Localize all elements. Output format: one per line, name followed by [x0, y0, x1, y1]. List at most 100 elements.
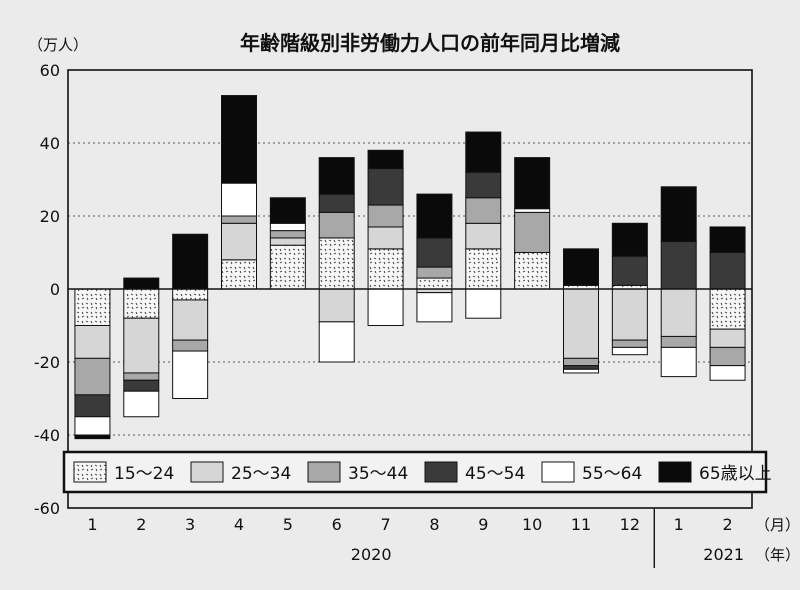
bar-segment	[660, 186, 697, 243]
chart-title: 年齢階級別非労働力人口の前年同月比増減	[240, 31, 620, 55]
bar-segment	[709, 226, 746, 253]
year-axis-unit: （年）	[755, 546, 800, 564]
x-tick-label: 5	[283, 515, 293, 534]
x-tick-label: 10	[522, 515, 542, 534]
x-tick-label: 2	[136, 515, 146, 534]
legend-label: 65歳以上	[699, 464, 772, 484]
bar-segment	[221, 215, 257, 224]
legend-swatch	[541, 461, 575, 483]
bar-segment	[563, 365, 599, 370]
y-axis-unit: （万人）	[28, 36, 88, 54]
bar-segment	[74, 416, 111, 436]
bar-segment	[660, 346, 697, 378]
x-tick-label: 2	[722, 515, 732, 534]
y-tick-label: 60	[40, 61, 60, 80]
y-tick-label: -60	[34, 499, 60, 518]
bar-segment	[660, 241, 697, 290]
bar-segment	[611, 222, 648, 257]
x-tick-label: 7	[380, 515, 390, 534]
bar-segment	[172, 233, 209, 290]
bar-segment	[465, 197, 502, 224]
x-tick-label: 8	[429, 515, 439, 534]
bar-segment	[123, 277, 160, 290]
x-tick-label: 1	[87, 515, 97, 534]
bar-segment	[709, 288, 746, 330]
bar-segment	[416, 193, 453, 239]
bar-segment	[269, 244, 306, 290]
bar-segment	[318, 157, 355, 195]
bar-segment	[514, 157, 551, 210]
bars	[74, 95, 746, 440]
legend-swatch	[190, 461, 224, 483]
bar-segment	[709, 252, 746, 290]
x-tick-label: 9	[478, 515, 488, 534]
y-tick-label: -20	[34, 353, 60, 372]
legend-label: 35～44	[348, 464, 408, 484]
legend: 15～24 25～34 35～44 45～54 55～64 65歳以上	[62, 450, 772, 494]
bar-segment	[709, 328, 746, 348]
bar-segment	[465, 171, 502, 199]
axes	[67, 69, 753, 509]
legend-label: 45～54	[465, 464, 525, 484]
bar-segment	[563, 368, 599, 374]
bar-segment	[318, 237, 355, 290]
bar-segment	[416, 277, 453, 290]
legend-box	[62, 450, 768, 494]
bar-segment	[74, 325, 111, 359]
bar-segment	[465, 131, 502, 173]
bar-segment	[123, 288, 160, 319]
bar-segment	[269, 237, 306, 246]
bar-segment	[367, 288, 404, 326]
x-tick-label: 4	[234, 515, 244, 534]
bar-segment	[74, 357, 111, 396]
bar-segment	[367, 226, 404, 250]
bar-segment	[465, 222, 502, 250]
legend-swatch	[307, 461, 341, 483]
y-tick-label: -40	[34, 426, 60, 445]
bar-segment	[367, 149, 404, 170]
bar-segment	[514, 252, 551, 290]
legend-label: 15～24	[114, 464, 174, 484]
bar-segment	[318, 211, 355, 239]
bar-segment	[514, 208, 551, 213]
bar-segment	[367, 168, 404, 206]
bar-segment	[611, 346, 648, 356]
bar-segment	[416, 292, 453, 323]
bar-segment	[172, 350, 209, 399]
bar-segment	[709, 346, 746, 367]
bar-segment	[416, 237, 453, 268]
bar-segment	[563, 288, 599, 359]
bar-segment	[318, 193, 355, 213]
legend-swatch	[73, 461, 107, 483]
bar-segment	[611, 288, 648, 341]
bar-segment	[172, 339, 209, 352]
bar-segment	[221, 259, 257, 290]
bar-segment	[74, 434, 111, 440]
year-label: 2020	[351, 545, 392, 564]
x-axis-unit: （月）	[755, 516, 800, 534]
bar-segment	[172, 288, 209, 301]
y-tick-label: 0	[50, 280, 60, 299]
legend-label: 25～34	[231, 464, 291, 484]
x-axis-labels: 1 2 3 4 5 6 7 8 9 10 11 12 1 2 （月）2020 2021 （年）	[87, 508, 800, 568]
x-tick-label: 1	[674, 515, 684, 534]
bar-segment	[221, 95, 257, 184]
bar-segment	[269, 230, 306, 239]
bar-segment	[318, 288, 355, 323]
bar-segment	[123, 317, 160, 374]
bar-segment	[367, 204, 404, 228]
legend-label: 55～64	[582, 464, 642, 484]
y-axis-ticks: 60 40 20 0 -20 -40 -60	[34, 61, 60, 518]
bar-segment	[123, 379, 160, 392]
bar-segment	[709, 365, 746, 381]
bar-segment	[172, 299, 209, 341]
bar-segment	[269, 197, 306, 224]
bar-segment	[416, 266, 453, 279]
y-tick-label: 40	[40, 134, 60, 153]
bar-segment	[221, 222, 257, 261]
bar-segment	[123, 390, 160, 418]
bar-segment	[367, 248, 404, 290]
bar-segment	[660, 335, 697, 348]
